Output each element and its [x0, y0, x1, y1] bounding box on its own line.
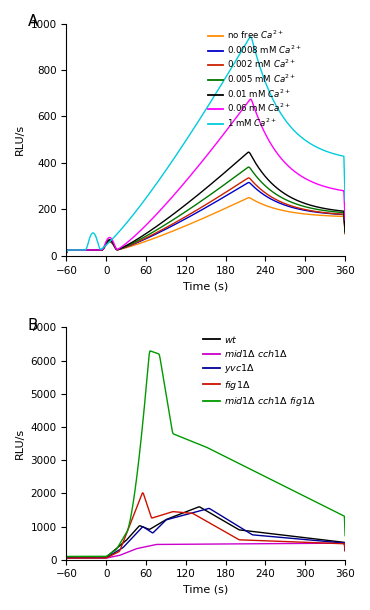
Legend: no free $Ca^{2+}$, 0.0008 mM $Ca^{2+}$, 0.002 mM $Ca^{2+}$, 0.005 mM $Ca^{2+}$, : no free $Ca^{2+}$, 0.0008 mM $Ca^{2+}$, …: [205, 26, 305, 132]
X-axis label: Time (s): Time (s): [183, 585, 228, 595]
Legend: $wt$, $mid1\Delta$ $cch1\Delta$, $yvc1\Delta$, $fig1\Delta$, $mid1\Delta$ $cch1\: $wt$, $mid1\Delta$ $cch1\Delta$, $yvc1\D…: [199, 330, 320, 412]
Text: A: A: [27, 14, 38, 29]
Text: B: B: [27, 318, 38, 333]
Y-axis label: RLU/s: RLU/s: [15, 124, 25, 156]
Y-axis label: RLU/s: RLU/s: [15, 428, 25, 459]
X-axis label: Time (s): Time (s): [183, 281, 228, 291]
